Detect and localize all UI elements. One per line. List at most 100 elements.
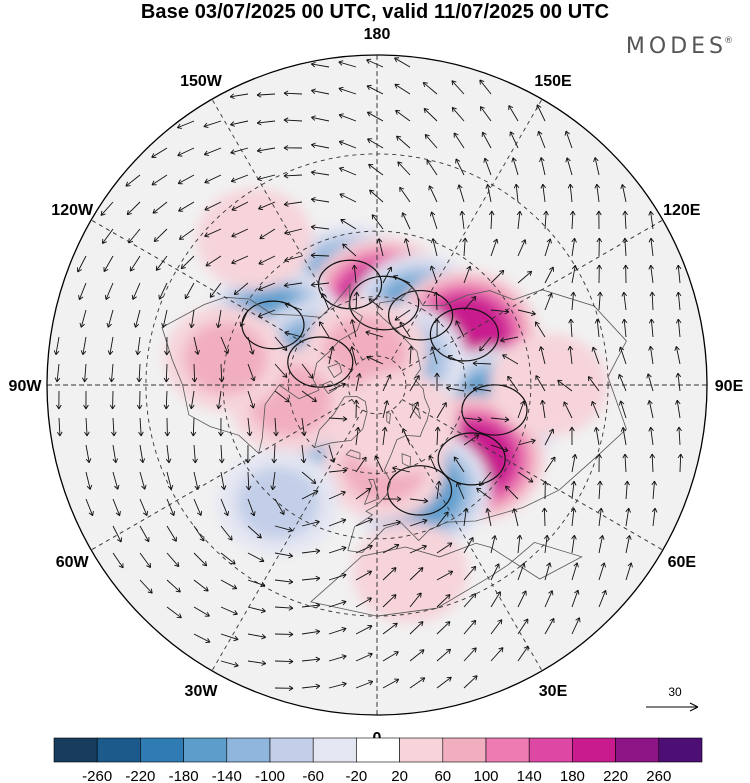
wind-arrow [328, 518, 347, 527]
colorbar-tick-label: -260 [82, 768, 112, 783]
wind-arrow [409, 375, 420, 392]
wind-arrow [429, 211, 438, 230]
wind-arrow [453, 456, 465, 473]
wind-arrow [355, 517, 373, 527]
wind-arrow [457, 184, 465, 203]
wind-arrow [311, 88, 330, 95]
wind-arrow [310, 61, 330, 68]
meridian [401, 399, 664, 551]
wind-arrow [84, 417, 90, 437]
wind-arrow [544, 590, 554, 608]
wind-arrow [394, 309, 411, 321]
wind-arrow [274, 390, 290, 403]
wind-arrow [53, 336, 60, 356]
wind-arrow [158, 282, 168, 300]
wind-arrow [353, 291, 360, 311]
wind-arrow [366, 355, 384, 365]
wind-arrow [111, 417, 117, 437]
wind-arrow [338, 113, 357, 122]
wind-arrow [598, 562, 606, 581]
wind-arrow [455, 482, 465, 500]
colorbar-swatch [528, 737, 573, 763]
wind-arrow [483, 157, 492, 176]
wind-arrow [190, 417, 197, 437]
wind-arrow [259, 228, 276, 240]
wind-arrow [112, 498, 121, 517]
wind-arrow [247, 525, 262, 539]
wind-arrow [85, 471, 93, 490]
colorbar: -260 -220 -180 -140 -100 -60 -20 20 60 100 140 180 2… [53, 737, 703, 783]
wind-arrow [203, 147, 222, 156]
wind-arrow [274, 498, 285, 515]
colorbar-swatch [53, 737, 98, 763]
wind-arrow [193, 579, 209, 592]
wind-arrow [274, 363, 288, 378]
wind-arrow [565, 157, 573, 176]
wind-arrow [230, 174, 249, 183]
wind-arrow [139, 552, 152, 568]
wind-arrow [151, 147, 168, 158]
wind-arrow [270, 471, 276, 491]
wind-arrow [593, 426, 600, 446]
wind-arrow [479, 106, 492, 122]
wind-arrow [382, 594, 397, 608]
wind-arrow [184, 282, 195, 300]
wind-arrow [283, 282, 303, 288]
colorbar-swatch [615, 737, 660, 763]
colorbar-tick-label: 20 [391, 768, 408, 783]
wind-arrow [434, 318, 440, 338]
wind-arrow [310, 281, 330, 288]
wind-arrow [647, 400, 654, 419]
wind-arrow [544, 266, 555, 284]
wind-arrow [85, 498, 94, 517]
wind-arrow [54, 363, 61, 383]
wind-arrow [676, 426, 682, 446]
wind-arrow [328, 416, 348, 422]
wind-arrow [571, 534, 577, 554]
wind-arrow [569, 210, 576, 230]
longitude-label: 60W [56, 554, 90, 571]
reference-arrow-label: 30 [668, 685, 682, 699]
wind-arrow [517, 270, 533, 284]
wind-arrow [178, 228, 195, 240]
wind-arrow [301, 575, 321, 582]
wind-arrow [542, 480, 549, 500]
wind-arrow [220, 471, 227, 490]
wind-arrow [274, 525, 293, 533]
wind-arrow [517, 471, 534, 483]
wind-arrow [83, 390, 89, 410]
colorbar-tick-label: -180 [169, 768, 199, 783]
anomaly-contour-line [388, 289, 454, 341]
longitude-labels: 180150E120E90E60E30E030W60W90W120W150W [9, 26, 744, 747]
wind-arrow [434, 426, 441, 446]
wind-arrow [257, 282, 276, 291]
wind-arrow [403, 238, 411, 257]
wind-arrow [233, 282, 249, 296]
wind-arrow [218, 417, 224, 437]
wind-arrow [596, 264, 603, 284]
wind-arrow [283, 201, 303, 207]
anomaly-contour [489, 333, 608, 437]
wind-arrow [103, 255, 114, 273]
wind-arrow [409, 518, 428, 527]
wind-arrow [328, 681, 347, 689]
wind-arrow [651, 507, 658, 527]
wind-arrow [423, 108, 438, 122]
wind-arrow [408, 345, 414, 365]
wind-arrow [625, 507, 631, 527]
wind-arrow [355, 456, 367, 473]
colorbar-tick-label: -20 [346, 768, 368, 783]
coastline [327, 362, 343, 379]
wind-arrow [215, 309, 222, 329]
wind-arrow [247, 363, 256, 382]
wind-arrow [82, 363, 88, 383]
wind-arrow [257, 174, 276, 182]
wind-arrow [283, 145, 303, 151]
wind-arrow [436, 570, 454, 581]
wind-arrow [624, 480, 630, 500]
wind-arrow [78, 282, 87, 301]
colorbar-tick-label: 60 [434, 768, 451, 783]
wind-arrow [436, 676, 452, 689]
wind-arrow [567, 345, 574, 365]
